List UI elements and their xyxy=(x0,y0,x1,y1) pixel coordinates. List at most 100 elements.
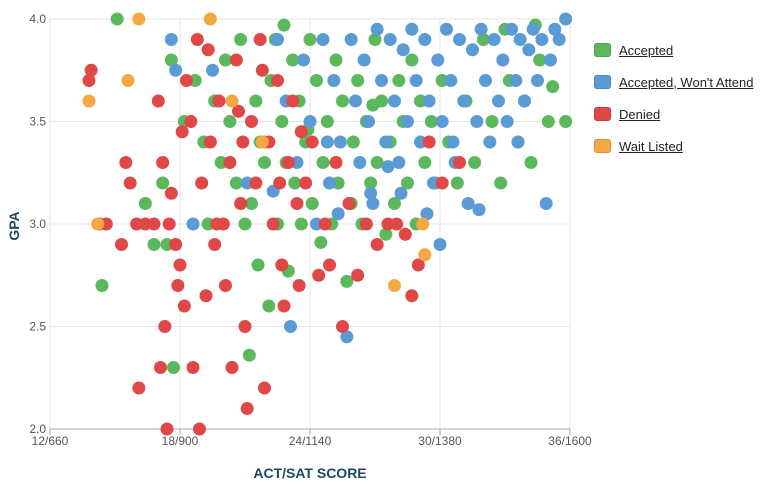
data-point xyxy=(210,217,224,231)
data-point xyxy=(531,74,544,87)
data-point xyxy=(249,176,263,190)
data-point xyxy=(255,135,269,149)
data-point xyxy=(273,176,287,190)
data-point xyxy=(206,63,219,77)
data-point xyxy=(420,207,434,221)
data-point xyxy=(110,12,124,26)
data-point xyxy=(232,104,245,118)
data-point xyxy=(353,156,367,169)
data-point xyxy=(340,330,354,344)
data-point xyxy=(201,43,215,57)
data-point xyxy=(370,238,384,251)
data-point xyxy=(82,94,96,108)
legend-swatch xyxy=(594,75,611,89)
data-point xyxy=(208,238,222,251)
x-tick-label: 30/1380 xyxy=(418,434,462,448)
x-tick-label: 18/900 xyxy=(162,434,199,448)
data-point xyxy=(524,156,538,169)
data-point xyxy=(453,33,466,46)
data-point xyxy=(299,176,313,190)
data-point xyxy=(336,320,349,333)
data-point xyxy=(364,186,378,200)
data-point xyxy=(160,422,174,436)
data-point xyxy=(138,197,152,210)
data-point xyxy=(203,12,217,26)
data-point xyxy=(292,279,306,292)
data-point xyxy=(229,176,243,190)
data-point xyxy=(212,94,226,108)
data-point xyxy=(303,33,317,46)
data-point xyxy=(119,156,133,169)
data-point xyxy=(186,217,200,231)
data-point xyxy=(544,53,557,67)
data-point xyxy=(223,115,237,128)
data-point xyxy=(375,74,388,87)
data-point xyxy=(518,94,531,108)
data-point xyxy=(461,197,475,210)
data-point xyxy=(234,197,248,210)
data-point xyxy=(494,176,508,190)
data-point xyxy=(151,94,165,108)
data-point xyxy=(383,33,397,46)
data-point xyxy=(173,258,187,272)
data-point xyxy=(370,156,384,169)
data-point xyxy=(277,299,291,313)
data-point xyxy=(388,279,401,292)
data-point xyxy=(329,53,343,67)
legend-item[interactable]: Wait Listed xyxy=(594,130,754,162)
data-point xyxy=(533,53,547,67)
legend: Accepted Accepted, Won't Attend Denied Wait… xyxy=(594,34,754,162)
legend-item[interactable]: Accepted xyxy=(594,34,754,66)
data-point xyxy=(479,74,492,87)
legend-item[interactable]: Accepted, Won't Attend xyxy=(594,66,754,98)
legend-item[interactable]: Denied xyxy=(594,98,754,130)
data-point xyxy=(487,33,501,46)
data-point xyxy=(132,12,146,26)
data-point xyxy=(91,217,105,231)
data-point xyxy=(258,381,271,395)
data-point xyxy=(318,217,332,231)
data-point xyxy=(184,115,198,128)
data-point xyxy=(418,248,432,262)
data-point xyxy=(559,115,573,128)
data-point xyxy=(474,22,488,36)
data-point xyxy=(435,115,449,128)
data-point xyxy=(294,125,308,139)
data-point xyxy=(522,43,536,57)
axes xyxy=(49,428,571,435)
data-point xyxy=(115,238,128,251)
legend-label: Denied xyxy=(619,106,661,122)
data-point xyxy=(446,135,460,149)
data-point xyxy=(290,197,304,210)
data-point xyxy=(513,33,527,46)
data-point xyxy=(275,258,289,272)
data-point xyxy=(177,299,191,313)
data-point xyxy=(509,74,523,87)
y-tick-label: 3.0 xyxy=(29,217,46,231)
data-point xyxy=(418,156,432,169)
data-point xyxy=(416,217,430,231)
data-point xyxy=(186,361,200,374)
legend-label: Accepted, Won't Attend xyxy=(619,74,754,90)
data-point xyxy=(320,135,334,149)
data-point xyxy=(238,320,252,333)
data-point xyxy=(320,115,334,128)
data-point xyxy=(552,33,566,46)
data-point xyxy=(314,235,328,249)
data-point xyxy=(156,156,170,169)
data-point xyxy=(180,74,193,87)
data-point xyxy=(82,74,96,87)
data-point xyxy=(541,115,555,128)
data-point xyxy=(147,217,161,231)
data-point xyxy=(357,53,371,67)
data-point xyxy=(242,348,256,362)
data-point xyxy=(435,176,449,190)
data-point xyxy=(505,22,518,36)
data-point xyxy=(312,268,326,282)
legend-label: Accepted xyxy=(619,42,674,58)
data-point xyxy=(483,135,497,149)
data-point xyxy=(379,135,393,149)
legend-swatch xyxy=(594,107,611,121)
data-point xyxy=(225,361,239,374)
